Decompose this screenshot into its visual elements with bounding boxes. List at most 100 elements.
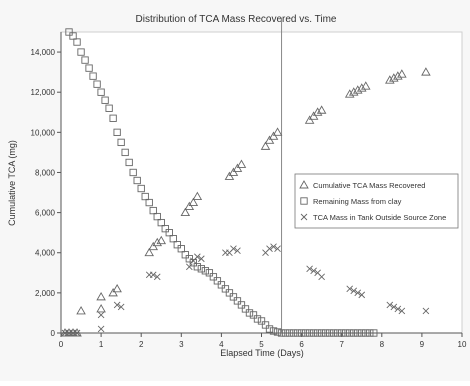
remaining-mass-point <box>249 311 258 319</box>
cumulative-tca-point <box>312 107 323 116</box>
x-axis-label: Elapsed Time (Days) <box>220 348 304 358</box>
cumulative-tca-point <box>304 115 315 124</box>
remaining-mass-point <box>125 158 133 167</box>
remaining-mass-point <box>189 259 197 267</box>
y-tick-label: 4,000 <box>35 249 56 258</box>
remaining-mass-point <box>137 184 145 193</box>
remaining-mass-point <box>157 218 165 227</box>
cumulative-tca-point <box>421 67 431 76</box>
remaining-mass-point <box>225 289 234 297</box>
remaining-mass-point <box>141 192 149 201</box>
remaining-mass-point <box>205 269 214 277</box>
cumulative-tca-point <box>156 235 167 245</box>
cumulative-tca-point <box>352 85 363 94</box>
tank-outside-source-point <box>230 245 237 253</box>
remaining-mass-point <box>101 96 109 104</box>
remaining-mass-point <box>313 329 322 337</box>
cumulative-tca-point <box>272 127 283 136</box>
tank-outside-source-point <box>194 253 201 261</box>
remaining-mass-point <box>197 265 205 273</box>
remaining-mass-point <box>253 315 262 323</box>
cumulative-tca-point <box>393 71 403 80</box>
cumulative-tca-point <box>188 197 199 207</box>
remaining-mass-point <box>318 329 326 337</box>
remaining-mass-point <box>69 32 77 40</box>
x-tick-label: 10 <box>458 340 467 349</box>
x-tick-label: 9 <box>420 340 425 349</box>
y-tick-label: 0 <box>51 329 56 338</box>
legend: Cumulative TCA Mass Recovered Remaining M… <box>294 173 459 229</box>
tank-outside-source-point <box>234 247 241 255</box>
tank-outside-source-point <box>274 245 281 253</box>
cumulative-tca-point <box>108 287 118 297</box>
remaining-mass-point <box>358 329 366 337</box>
cumulative-tca-point <box>260 141 271 150</box>
remaining-mass-point <box>73 38 81 46</box>
remaining-mass-point <box>297 329 306 337</box>
cumulative-tca-point <box>232 163 243 172</box>
remaining-mass-point <box>237 301 246 309</box>
remaining-mass-point <box>326 329 334 337</box>
x-tick-label: 7 <box>339 340 344 349</box>
x-tick-label: 6 <box>299 340 304 349</box>
tank-outside-source-point <box>358 291 366 299</box>
remaining-mass-point <box>273 328 282 336</box>
remaining-mass-point <box>305 329 314 337</box>
y-tick-label: 2,000 <box>35 289 56 298</box>
y-tick-label: 6,000 <box>35 209 56 218</box>
cumulative-tca-point <box>152 237 163 247</box>
legend-box <box>294 173 459 229</box>
cumulative-tca-point <box>76 306 86 315</box>
cumulative-tca-point <box>348 87 359 96</box>
remaining-mass-point <box>289 329 298 337</box>
x-tick-label: 4 <box>219 340 224 349</box>
tank-outside-source-point <box>310 267 317 275</box>
cumulative-tca-point <box>72 328 82 337</box>
remaining-mass-point <box>81 56 89 64</box>
remaining-mass-point <box>213 277 222 285</box>
series-group <box>60 28 431 337</box>
remaining-mass-point <box>77 48 85 56</box>
x-tick-label: 1 <box>99 340 104 349</box>
remaining-mass-point <box>201 267 210 275</box>
cumulative-tca-point <box>228 167 239 176</box>
x-tick-label: 5 <box>259 340 264 349</box>
remaining-mass-point <box>229 293 238 301</box>
tank-outside-source-point <box>113 301 121 309</box>
x-tick-label: 2 <box>139 340 144 349</box>
tank-outside-source-point <box>73 329 81 337</box>
remaining-mass-point <box>153 212 161 221</box>
remaining-mass-point <box>322 329 330 337</box>
y-tick-label: 14,000 <box>31 48 56 57</box>
cumulative-tca-point <box>96 304 106 313</box>
cumulative-tca-point <box>268 131 279 140</box>
tank-outside-source-point <box>386 301 394 309</box>
remaining-mass-point <box>121 148 129 157</box>
remaining-mass-point <box>85 64 93 72</box>
tank-outside-source-point <box>394 305 402 313</box>
cumulative-tca-point <box>224 171 235 180</box>
cumulative-tca-point <box>236 159 247 168</box>
remaining-mass-point <box>301 329 310 337</box>
remaining-mass-point <box>370 329 378 337</box>
tank-outside-source-point <box>117 303 125 311</box>
remaining-mass-point <box>261 321 270 329</box>
remaining-mass-point <box>145 198 153 207</box>
chart-title: Distribution of TCA Mass Recovered vs. T… <box>136 14 337 25</box>
remaining-mass-point <box>265 325 274 333</box>
y-axis-label: Cumulative TCA (mg) <box>7 140 17 226</box>
remaining-mass-point <box>338 329 346 337</box>
remaining-mass-point <box>233 297 242 305</box>
cumulative-tca-point <box>264 135 275 144</box>
remaining-mass-point <box>193 263 201 271</box>
remaining-mass-point <box>362 329 370 337</box>
remaining-mass-point <box>105 104 113 112</box>
tank-outside-source-point <box>398 307 406 315</box>
cumulative-tca-point <box>308 111 319 120</box>
tank-outside-source-point <box>270 243 277 251</box>
tank-outside-source-point <box>266 245 273 253</box>
remaining-mass-point <box>113 128 121 136</box>
tank-outside-source-point <box>186 263 193 271</box>
